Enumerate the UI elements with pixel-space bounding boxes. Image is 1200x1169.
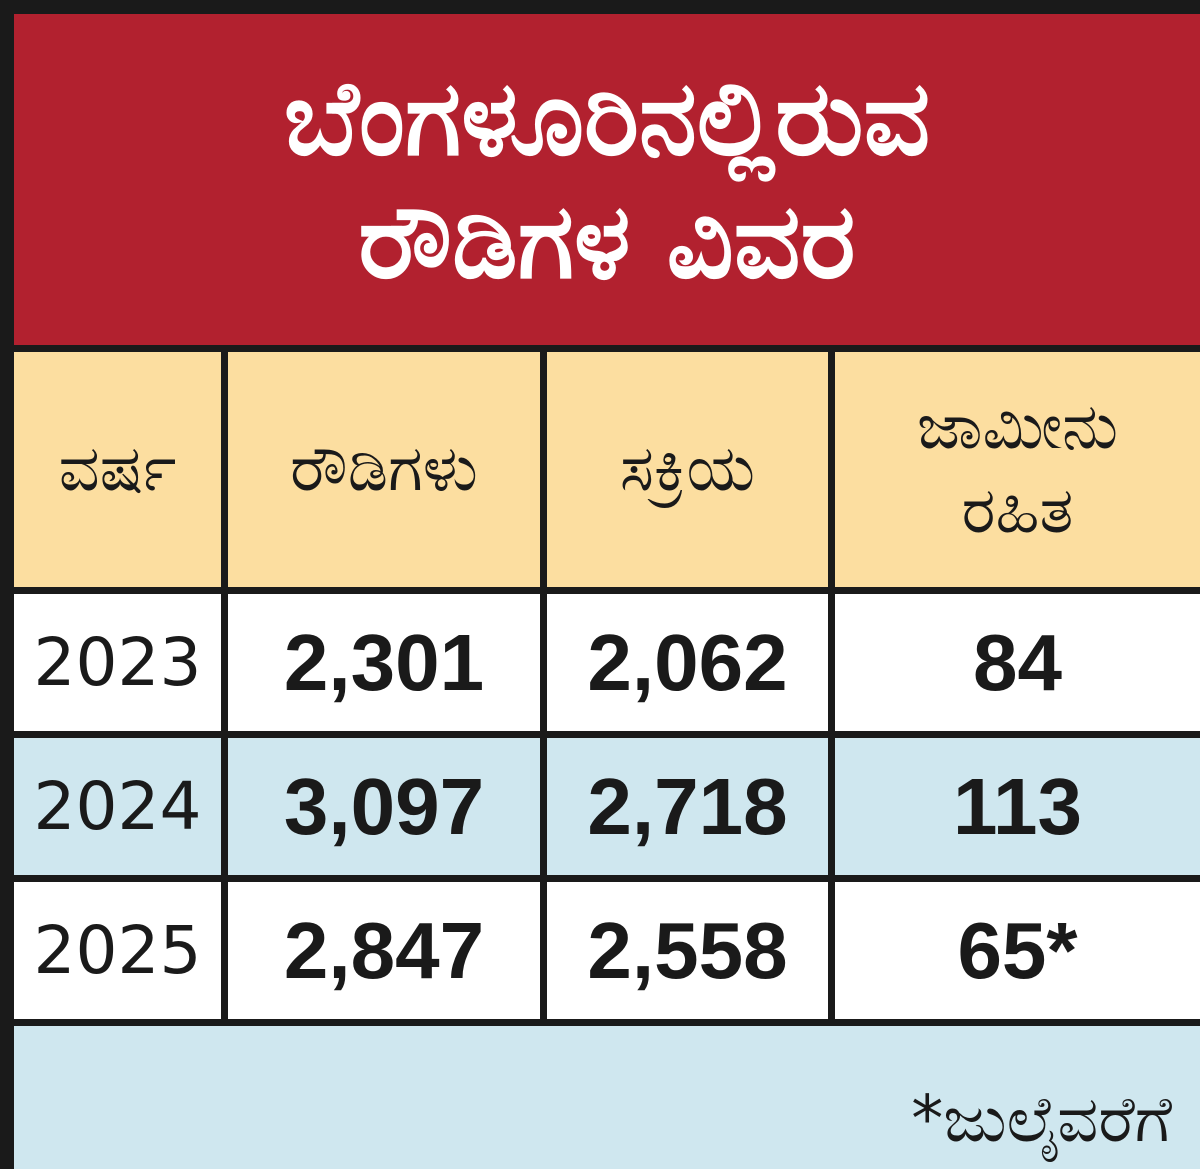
table-cell-nonbailable: 113 <box>835 738 1200 875</box>
header-rowdies-label: ರೌಡಿಗಳು <box>290 431 478 506</box>
header-year-label: ವರ್ಷ <box>58 431 177 506</box>
header-nonbailable-line-2: ರಹಿತ <box>961 473 1074 548</box>
table-cell-rowdies: 2,847 <box>228 882 540 1019</box>
table-title: ಬೆಂಗಳೂರಿನಲ್ಲಿರುವ ರೌಡಿಗಳ ವಿವರ <box>14 14 1200 345</box>
table-cell-nonbailable: 84 <box>835 594 1200 731</box>
table-cell-active: 2,062 <box>547 594 828 731</box>
table-footnote: *ಜುಲೈವರೆಗೆ <box>14 1026 1200 1169</box>
header-nonbailable-line-1: ಜಾಮೀನು <box>916 390 1119 465</box>
header-active-label: ಸಕ್ರಿಯ <box>619 431 756 506</box>
table-cell-active: 2,558 <box>547 882 828 1019</box>
table-cell-active: 2,718 <box>547 738 828 875</box>
header-active: ಸಕ್ರಿಯ <box>547 352 828 587</box>
table-cell-year: 2025 <box>14 882 221 1019</box>
footnote-text: *ಜುಲೈವರೆಗೆ <box>911 1083 1172 1157</box>
header-year: ವರ್ಷ <box>14 352 221 587</box>
table-cell-rowdies: 2,301 <box>228 594 540 731</box>
title-line-1: ಬೆಂಗಳೂರಿನಲ್ಲಿರುವ <box>283 56 931 179</box>
header-rowdies: ರೌಡಿಗಳು <box>228 352 540 587</box>
table-cell-rowdies: 3,097 <box>228 738 540 875</box>
header-nonbailable: ಜಾಮೀನು ರಹಿತ <box>835 352 1200 587</box>
title-line-2: ರೌಡಿಗಳ ವಿವರ <box>358 179 856 302</box>
table-cell-year: 2023 <box>14 594 221 731</box>
table-cell-nonbailable: 65* <box>835 882 1200 1019</box>
table-cell-year: 2024 <box>14 738 221 875</box>
